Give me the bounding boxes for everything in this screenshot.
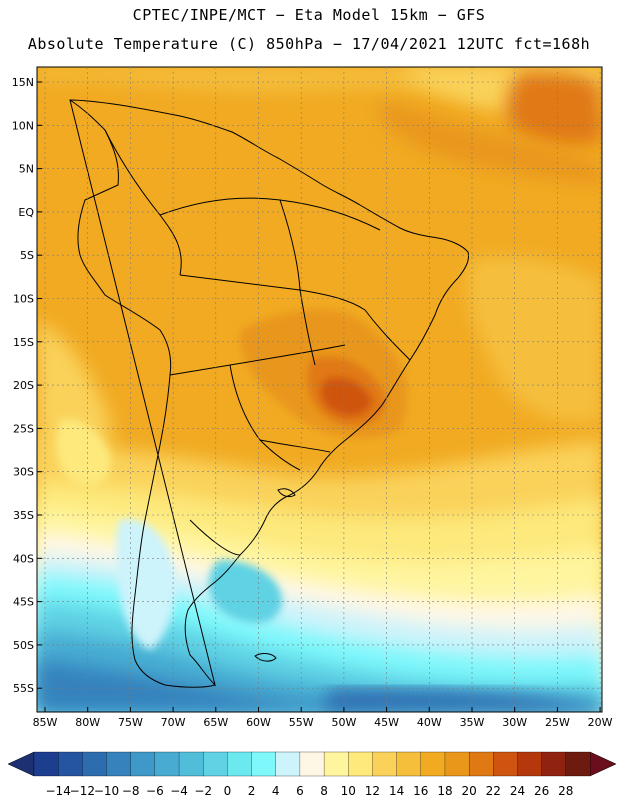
colorbar-label: 8 bbox=[320, 784, 328, 798]
colorbar-swatch bbox=[154, 751, 180, 777]
coastlines bbox=[69, 99, 469, 688]
colorbar-label: 22 bbox=[486, 784, 501, 798]
colorbar-swatch bbox=[130, 751, 156, 777]
colorbar-swatch bbox=[106, 751, 132, 777]
colorbar-swatch bbox=[203, 751, 228, 777]
latitude-label: 15N bbox=[12, 76, 34, 89]
latitude-label: 55S bbox=[13, 682, 34, 695]
colorbar-label: 24 bbox=[510, 784, 525, 798]
colorbar-swatch bbox=[372, 751, 398, 777]
colorbar-max-arrow bbox=[589, 751, 617, 777]
longitude-label: 20W bbox=[588, 716, 613, 729]
latitude-label: 45S bbox=[13, 596, 34, 609]
latitude-axis: 15N 10N 5N EQ 5S 10S 15S 20S 25S 30S 35S 40S 45S 50S 5… bbox=[12, 76, 42, 695]
colorbar-label: −8 bbox=[122, 784, 140, 798]
colorbar-swatch bbox=[565, 751, 591, 777]
longitude-label: 35W bbox=[460, 716, 485, 729]
latitude-label: 10S bbox=[13, 293, 34, 306]
colorbar-swatch bbox=[251, 751, 277, 777]
colorbar-swatch bbox=[348, 751, 373, 777]
colorbar-swatch bbox=[541, 751, 567, 777]
longitude-label: 30W bbox=[502, 716, 527, 729]
graticule bbox=[37, 67, 602, 712]
colorbar-label: 6 bbox=[296, 784, 304, 798]
temperature-field bbox=[37, 67, 602, 712]
longitude-label: 50W bbox=[331, 716, 356, 729]
longitude-label: 40W bbox=[417, 716, 442, 729]
colorbar-label: −2 bbox=[194, 784, 212, 798]
colorbar-swatch bbox=[444, 751, 470, 777]
colorbar-swatch bbox=[178, 751, 204, 777]
colorbar-label: −6 bbox=[146, 784, 164, 798]
colorbar-swatch bbox=[299, 751, 325, 777]
latitude-label: 10N bbox=[12, 119, 34, 132]
longitude-label: 45W bbox=[374, 716, 399, 729]
longitude-axis: 85W 80W 75W 70W 65W 60W 55W 50W 45W 40W 35W 30W 25W 2… bbox=[33, 707, 613, 729]
colorbar-label: −14 bbox=[46, 784, 71, 798]
colorbar-label: 26 bbox=[534, 784, 549, 798]
colorbar-label: 14 bbox=[389, 784, 404, 798]
longitude-label: 65W bbox=[203, 716, 228, 729]
colorbar-swatch bbox=[493, 751, 518, 777]
colorbar-label: −4 bbox=[170, 784, 188, 798]
latitude-label: 5S bbox=[20, 249, 34, 262]
colorbar-swatch bbox=[420, 751, 446, 777]
longitude-label: 80W bbox=[75, 716, 100, 729]
latitude-label: 5N bbox=[19, 163, 34, 176]
colorbar-label: 2 bbox=[248, 784, 256, 798]
colorbar-min-arrow bbox=[7, 751, 35, 777]
longitude-label: 60W bbox=[246, 716, 271, 729]
colorbar-label: 12 bbox=[365, 784, 380, 798]
map-title-line2: Absolute Temperature (C) 850hPa − 17/04/… bbox=[27, 35, 591, 53]
colorbar-label: 4 bbox=[272, 784, 280, 798]
colorbar: −14−12−10 −8 −6 −4 −2 0 2 4 6 8 10 12 14 16 18 20 22 24 26… bbox=[7, 751, 617, 798]
colorbar-swatch bbox=[517, 751, 543, 777]
colorbar-label: −12 bbox=[70, 784, 95, 798]
longitude-label: 55W bbox=[289, 716, 314, 729]
latitude-label: 35S bbox=[13, 509, 34, 522]
colorbar-label: 20 bbox=[461, 784, 476, 798]
latitude-label: 20S bbox=[13, 379, 34, 392]
longitude-label: 70W bbox=[161, 716, 186, 729]
colorbar-label: 16 bbox=[413, 784, 428, 798]
map-title-line1: CPTEC/INPE/MCT − Eta Model 15km − GFS bbox=[132, 6, 486, 24]
colorbar-swatch bbox=[323, 751, 349, 777]
colorbar-swatch bbox=[275, 751, 301, 777]
latitude-label: EQ bbox=[18, 206, 34, 219]
colorbar-label: −10 bbox=[94, 784, 119, 798]
longitude-label: 85W bbox=[33, 716, 58, 729]
colorbar-swatch bbox=[396, 751, 422, 777]
colorbar-label: 10 bbox=[341, 784, 356, 798]
colorbar-label: 0 bbox=[224, 784, 232, 798]
plot-frame bbox=[36, 66, 603, 713]
longitude-label: 25W bbox=[545, 716, 570, 729]
colorbar-swatch bbox=[468, 751, 494, 777]
colorbar-swatch bbox=[33, 751, 59, 777]
colorbar-swatch bbox=[82, 751, 107, 777]
latitude-label: 25S bbox=[13, 422, 34, 435]
colorbar-swatch bbox=[58, 751, 83, 777]
colorbar-swatch bbox=[227, 751, 253, 777]
longitude-label: 75W bbox=[118, 716, 143, 729]
latitude-label: 40S bbox=[13, 552, 34, 565]
latitude-label: 30S bbox=[13, 466, 34, 479]
colorbar-label: 28 bbox=[558, 784, 573, 798]
colorbar-label: 18 bbox=[437, 784, 452, 798]
latitude-label: 15S bbox=[13, 336, 34, 349]
latitude-label: 50S bbox=[13, 639, 34, 652]
